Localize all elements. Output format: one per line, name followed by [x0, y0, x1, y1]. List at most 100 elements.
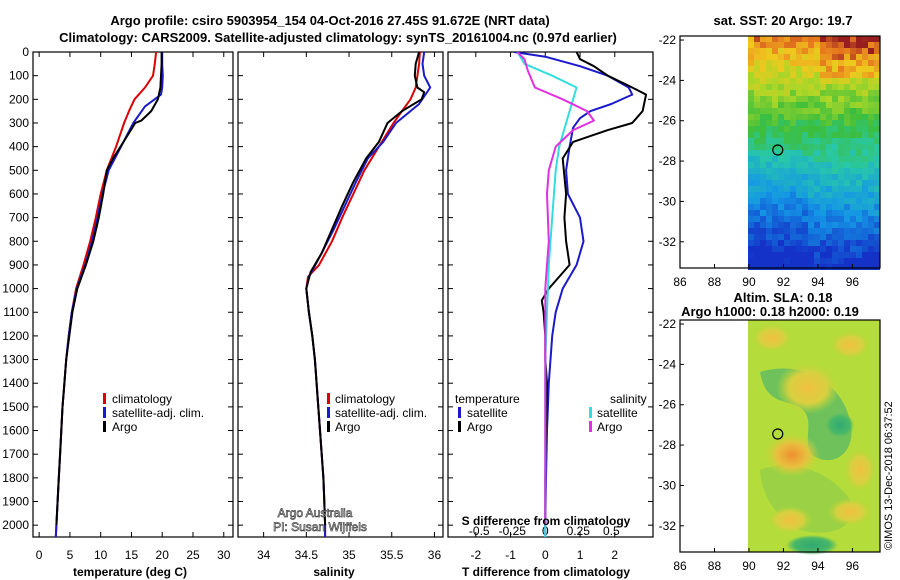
sst-cell: [796, 234, 802, 240]
sst-cell: [748, 84, 754, 90]
sst-cell: [850, 240, 856, 246]
sst-cell: [778, 126, 784, 132]
sst-cell: [754, 72, 760, 78]
sst-cell: [874, 126, 880, 132]
sst-cell: [790, 156, 796, 162]
sst-cell: [862, 258, 868, 264]
sst-cell: [862, 96, 868, 102]
sst-cell: [814, 198, 820, 204]
sst-cell: [778, 264, 784, 270]
sst-cell: [832, 72, 838, 78]
sst-cell: [796, 60, 802, 66]
sst-cell: [796, 228, 802, 234]
sst-cell: [754, 114, 760, 120]
sst-cell: [784, 78, 790, 84]
sst-cell: [850, 48, 856, 54]
x-tick-label: 34.5: [295, 548, 319, 562]
sst-cell: [856, 108, 862, 114]
sst-cell: [844, 90, 850, 96]
s-difference-axis-label: S difference from climatology: [462, 514, 631, 528]
sst-cell: [808, 138, 814, 144]
sst-cell: [766, 162, 772, 168]
sst-cell: [778, 162, 784, 168]
sst-cell: [874, 114, 880, 120]
sst-cell: [862, 60, 868, 66]
sst-cell: [778, 192, 784, 198]
x-tick-label: 35.5: [380, 548, 404, 562]
sst-cell: [802, 156, 808, 162]
sst-cell: [868, 174, 874, 180]
sst-cell: [802, 204, 808, 210]
sst-cell: [856, 162, 862, 168]
sst-cell: [760, 36, 766, 42]
sst-cell: [772, 48, 778, 54]
sst-cell: [778, 180, 784, 186]
legend-label-t-satellite: satellite: [467, 406, 508, 420]
sst-cell: [814, 264, 820, 270]
legend-title-temperature: temperature: [455, 392, 520, 406]
sst-cell: [856, 42, 862, 48]
sst-cell: [760, 222, 766, 228]
sst-cell: [838, 222, 844, 228]
sst-cell: [748, 228, 754, 234]
sst-cell: [874, 180, 880, 186]
sst-cell: [754, 120, 760, 126]
sst-cell: [820, 42, 826, 48]
sst-cell: [808, 126, 814, 132]
sst-cell: [808, 48, 814, 54]
sst-cell: [772, 114, 778, 120]
sst-cell: [766, 48, 772, 54]
sst-cell: [814, 138, 820, 144]
sst-cell: [844, 138, 850, 144]
sst-cell: [844, 114, 850, 120]
sst-cell: [862, 144, 868, 150]
sst-cell: [778, 186, 784, 192]
sst-cell: [790, 174, 796, 180]
x-tick-label: -2: [470, 548, 481, 562]
sst-cell: [790, 222, 796, 228]
sst-cell: [748, 72, 754, 78]
sst-cell: [832, 66, 838, 72]
sst-cell: [784, 156, 790, 162]
sst-cell: [808, 60, 814, 66]
x-tick-label: 15: [125, 548, 139, 562]
sst-cell: [844, 108, 850, 114]
sst-cell: [784, 60, 790, 66]
sst-cell: [802, 252, 808, 258]
sst-cell: [838, 204, 844, 210]
sst-cell: [760, 168, 766, 174]
sst-cell: [766, 144, 772, 150]
legend-swatch-argo: [327, 421, 330, 432]
sst-cell: [838, 198, 844, 204]
sst-cell: [814, 108, 820, 114]
sst-cell: [862, 156, 868, 162]
sst-cell: [826, 174, 832, 180]
map-x-tick-label: 86: [673, 559, 687, 573]
sst-cell: [838, 252, 844, 258]
sst-cell: [874, 264, 880, 270]
sst-cell: [856, 78, 862, 84]
sst-cell: [814, 66, 820, 72]
sst-cell: [796, 108, 802, 114]
legend-swatch-satellite: [103, 407, 106, 418]
sst-cell: [856, 186, 862, 192]
sst-cell: [802, 36, 808, 42]
sst-cell: [784, 102, 790, 108]
sst-cell: [760, 48, 766, 54]
sst-cell: [826, 48, 832, 54]
sst-cell: [838, 156, 844, 162]
sst-cell: [868, 216, 874, 222]
sst-cell: [772, 54, 778, 60]
sst-cell: [814, 54, 820, 60]
sst-cell: [778, 72, 784, 78]
sst-cell: [790, 168, 796, 174]
sst-cell: [784, 186, 790, 192]
sst-cell: [778, 60, 784, 66]
sst-cell: [838, 78, 844, 84]
sst-cell: [790, 144, 796, 150]
sst-cell: [808, 216, 814, 222]
sst-cell: [856, 264, 862, 270]
t-difference-axis: -2 -1 0 1 2: [448, 51, 653, 562]
sst-cell: [754, 210, 760, 216]
sst-cell: [850, 162, 856, 168]
